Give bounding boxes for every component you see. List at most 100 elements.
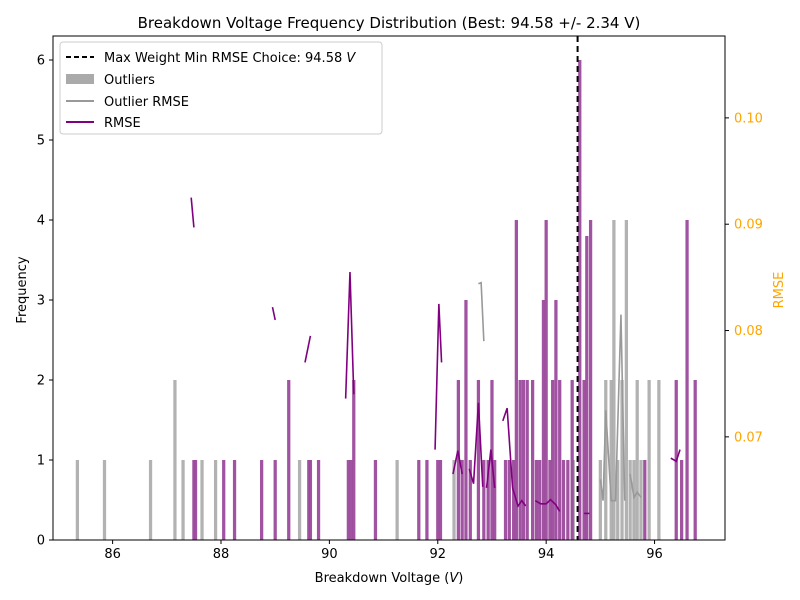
legend-box (59, 41, 383, 135)
outlier-rmse-line (629, 473, 642, 500)
outlier-bar (598, 460, 602, 540)
y-tick-label: 0 (37, 534, 45, 549)
legend-label-outlier-rmse: Outlier RMSE (104, 95, 189, 110)
frequency-bar (486, 460, 490, 540)
frequency-bar (232, 460, 237, 540)
outlier-bar (75, 460, 80, 540)
frequency-bar (643, 460, 647, 540)
legend-label-best: Max Weight Min RMSE Choice: 94.58 V (104, 51, 356, 66)
rmse-line (468, 402, 484, 487)
x-tick-label: 92 (430, 547, 447, 562)
y-axis-ticks: 0 1 2 3 4 5 6 (37, 54, 53, 549)
outlier-bar (624, 220, 628, 540)
rmse-line (670, 449, 681, 463)
frequency-bar (260, 460, 264, 540)
legend-label-rmse: RMSE (104, 116, 141, 131)
frequency-bar (544, 220, 548, 540)
frequency-bar (425, 460, 429, 540)
y2-tick-label: 0.10 (734, 111, 763, 126)
frequency-bar (456, 380, 460, 540)
x-tick-label: 94 (538, 547, 555, 562)
frequency-bar (468, 460, 472, 540)
outlier-bar (297, 460, 302, 540)
frequency-bar (507, 460, 511, 540)
frequency-bar (493, 460, 497, 540)
outlier-bar (616, 460, 620, 540)
rmse-layer (190, 197, 681, 515)
frequency-bar (521, 380, 526, 540)
frequency-bar (534, 460, 539, 540)
frequency-bar (222, 460, 226, 540)
frequency-bar (525, 380, 529, 540)
y2-axis-label: RMSE (772, 272, 787, 309)
outlier-bar (604, 380, 608, 540)
outlier-bar (612, 220, 616, 540)
frequency-bar (417, 460, 421, 540)
frequency-bar (436, 460, 440, 540)
y2-axis-ticks: 0.07 0.08 0.09 0.10 (725, 111, 763, 445)
outlier-bar (148, 460, 153, 540)
frequency-bar (287, 380, 291, 540)
frequency-bar (438, 460, 443, 540)
x-tick-label: 96 (646, 547, 663, 562)
outlier-bar (635, 380, 639, 540)
frequency-bar (193, 460, 198, 540)
frequency-bar (512, 460, 516, 540)
frequency-bar (518, 380, 522, 540)
outlier-bar (639, 460, 643, 540)
plot-frame (52, 35, 726, 541)
rmse-line (434, 303, 443, 450)
legend-label-outliers: Outliers (104, 73, 155, 88)
y-tick-label: 3 (37, 294, 45, 309)
y-axis-label: Frequency (15, 256, 30, 323)
frequency-bar (693, 380, 697, 540)
frequency-bar (585, 236, 589, 540)
frequency-bar (554, 300, 558, 540)
y-tick-label: 5 (37, 134, 45, 149)
y2-tick-label: 0.07 (734, 430, 763, 445)
frequency-bar (316, 460, 321, 540)
rmse-line (485, 449, 496, 488)
frequency-bar (482, 460, 486, 540)
outlier-bar (173, 380, 177, 540)
x-axis-label: Breakdown Voltage (V) (315, 571, 464, 586)
rmse-line (304, 335, 312, 363)
y2-tick-label: 0.09 (734, 218, 763, 233)
outlier-bar (657, 380, 661, 540)
x-tick-label: 88 (213, 547, 230, 562)
legend: Max Weight Min RMSE Choice: 94.58 V Outl… (59, 41, 383, 135)
frequency-bar (514, 220, 518, 540)
chart-title: Breakdown Voltage Frequency Distribution… (138, 14, 641, 32)
frequency-bar (588, 220, 593, 540)
frequency-bar (346, 460, 350, 540)
y2-tick-label: 0.08 (734, 324, 763, 339)
x-axis-ticks: 86 88 90 92 94 96 (104, 540, 663, 562)
frequency-bar (566, 460, 570, 540)
rmse-line (271, 306, 276, 321)
rmse-line (502, 407, 527, 508)
y-tick-label: 2 (37, 374, 45, 389)
outlier-bar (102, 460, 107, 540)
rmse-line (190, 197, 195, 228)
outlier-bar (213, 460, 218, 540)
rmse-line (452, 450, 463, 475)
x-tick-label: 90 (321, 547, 338, 562)
y-tick-label: 4 (37, 214, 45, 229)
outlier-rmse-layer (478, 281, 642, 502)
outlier-bar (395, 460, 399, 540)
x-tick-label: 86 (104, 547, 121, 562)
frequency-bar (538, 460, 542, 540)
outlier-rmse-line (599, 314, 626, 502)
outlier-bar (632, 460, 636, 540)
frequency-bar (308, 460, 313, 540)
frequency-bar (558, 380, 562, 540)
frequency-bar (460, 460, 464, 540)
rmse-line (344, 272, 355, 399)
outlier-bar (609, 380, 613, 540)
outlier-bar (181, 460, 185, 540)
bars-layer (75, 60, 697, 540)
frequency-bar (570, 380, 574, 540)
outlier-bar (628, 460, 632, 540)
frequency-bar (680, 460, 684, 540)
